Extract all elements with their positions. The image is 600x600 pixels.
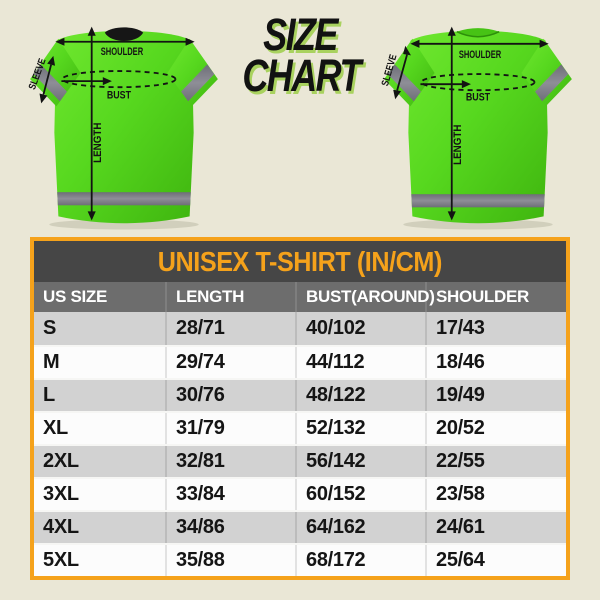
page-title-line2: CHART — [242, 50, 361, 102]
table-cell: 68/172 — [295, 545, 425, 576]
page-title: SIZE CHART — [242, 9, 361, 102]
table-cell: 25/64 — [425, 545, 566, 576]
table-row: S 28/71 40/102 17/43 — [34, 312, 566, 345]
back-collar-seam — [456, 30, 500, 38]
table-row: XL 31/79 52/132 20/52 — [34, 411, 566, 444]
table-cell: S — [43, 317, 57, 339]
left-sleeve — [30, 38, 81, 107]
table-cell: L — [43, 384, 55, 406]
column-header: LENGTH — [165, 282, 295, 312]
hem-stripe — [54, 192, 194, 206]
sleeve-arrow — [42, 64, 52, 95]
tshirt-back — [384, 28, 572, 224]
table-cell: 4XL — [43, 516, 79, 538]
table-cell: 44/112 — [295, 347, 425, 378]
size-table: UNISEX T-SHIRT (IN/CM) US SIZE LENGTH BUST… — [30, 237, 570, 580]
back-collar — [456, 28, 500, 37]
tshirt-front-diagram: SHOULDER BUST LENGTH SLEEVE — [27, 26, 218, 230]
table-body: S 28/71 40/102 17/43 M 29/74 44/112 18/46 L 30/76… — [34, 312, 566, 576]
tshirt-front — [30, 27, 218, 224]
table-cell: 34/86 — [165, 512, 295, 543]
table-cell: 20/52 — [425, 413, 566, 444]
shirt-shadow — [403, 219, 553, 230]
table-cell: 31/79 — [165, 413, 295, 444]
sleeve-arrow — [396, 54, 408, 91]
table-row: 3XL 33/84 60/152 23/58 — [34, 477, 566, 510]
table-cell: 23/58 — [425, 479, 566, 510]
table-cell: 28/71 — [165, 312, 295, 345]
column-header: US SIZE — [43, 287, 108, 306]
table-header-row: US SIZE LENGTH BUST(AROUND) SHOULDER — [34, 282, 566, 312]
table-cell: 29/74 — [165, 347, 295, 378]
table-cell: 56/142 — [295, 446, 425, 477]
shoulder-label: SHOULDER — [459, 49, 502, 61]
table-cell: 40/102 — [295, 312, 425, 345]
table-cell: 5XL — [43, 549, 79, 571]
table-row: 5XL 35/88 68/172 25/64 — [34, 543, 566, 576]
table-cell: 60/152 — [295, 479, 425, 510]
bust-label: BUST — [107, 89, 132, 101]
table-cell: 52/132 — [295, 413, 425, 444]
table-cell: 3XL — [43, 483, 79, 505]
table-cell: 30/76 — [165, 380, 295, 411]
table-row: 4XL 34/86 64/162 24/61 — [34, 510, 566, 543]
hem-stripe — [408, 194, 548, 208]
right-sleeve — [167, 38, 218, 107]
measurement-arrows — [396, 32, 544, 215]
table-row: M 29/74 44/112 18/46 — [34, 345, 566, 378]
table-cell: 17/43 — [425, 312, 566, 345]
table-cell: 35/88 — [165, 545, 295, 576]
table-cell: 22/55 — [425, 446, 566, 477]
measurement-arrows — [42, 32, 190, 215]
table-row: 2XL 32/81 56/142 22/55 — [34, 444, 566, 477]
bust-ellipse — [61, 70, 177, 89]
arrowheads — [393, 26, 549, 221]
table-cell: 32/81 — [165, 446, 295, 477]
tshirt-back-diagram: SHOULDER BUST LENGTH SLEEVE — [380, 26, 572, 230]
column-header: SHOULDER — [425, 282, 566, 312]
table-cell: 48/122 — [295, 380, 425, 411]
table-cell: 33/84 — [165, 479, 295, 510]
shoulder-label: SHOULDER — [101, 46, 144, 58]
column-header: BUST(AROUND) — [295, 282, 435, 312]
right-sleeve — [521, 38, 572, 107]
table-cell: 2XL — [43, 450, 79, 472]
table-cell: 64/162 — [295, 512, 425, 543]
table-cell: 24/61 — [425, 512, 566, 543]
table-cell: 18/46 — [425, 347, 566, 378]
table-cell: M — [43, 351, 60, 373]
length-label: LENGTH — [92, 123, 104, 163]
table-cell: 19/49 — [425, 380, 566, 411]
bust-ellipse — [420, 73, 536, 92]
table-title: UNISEX T-SHIRT (IN/CM) — [34, 241, 566, 282]
page-title-line1: SIZE — [263, 9, 338, 60]
shirt-shadow — [49, 219, 199, 230]
right-sleeve-stripe — [181, 64, 215, 102]
collar — [104, 27, 144, 42]
table-row: L 30/76 48/122 19/49 — [34, 378, 566, 411]
arrowheads — [39, 26, 195, 221]
table-cell: XL — [43, 417, 68, 439]
left-sleeve-stripe — [33, 64, 67, 102]
right-sleeve-stripe — [535, 64, 569, 102]
bust-label: BUST — [466, 91, 491, 103]
left-sleeve-stripe — [387, 64, 421, 102]
length-label: LENGTH — [452, 125, 464, 165]
